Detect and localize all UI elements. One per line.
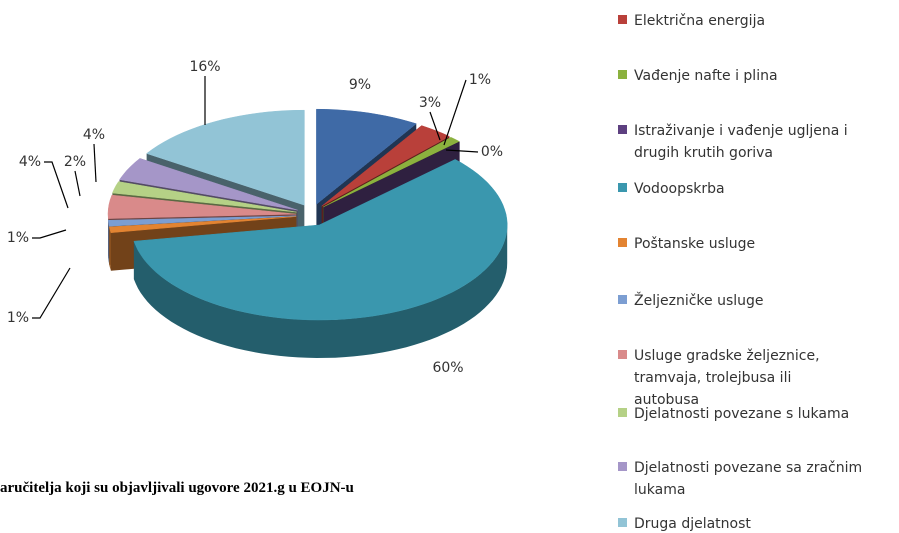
leader-line <box>44 161 69 209</box>
legend-label: Djelatnosti povezane s lukama <box>634 406 849 422</box>
legend-swatch <box>618 408 627 417</box>
data-label: 9% <box>349 77 371 93</box>
slice <box>133 159 508 358</box>
legend-line: Usluge gradske željeznice, <box>634 348 824 364</box>
legend-line: Željezničke usluge <box>634 291 764 309</box>
legend-line: Djelatnosti povezane s lukama <box>634 406 849 422</box>
legend-swatch <box>618 238 627 247</box>
slice-side <box>109 226 111 271</box>
slice-top <box>321 125 450 207</box>
legend-swatch <box>618 295 627 304</box>
slice-side <box>108 220 110 265</box>
slice-top <box>133 159 508 321</box>
slice-top <box>108 215 297 227</box>
legend-label: Željezničke usluge <box>634 291 764 309</box>
leader-line <box>93 143 97 183</box>
legend-label: Poštanske usluge <box>634 236 755 252</box>
legend-line: tramvaja, trolejbusa ili <box>634 370 796 386</box>
slice-top <box>323 137 460 208</box>
legend-line: Vodoopskrba <box>634 181 725 197</box>
legend-line: autobusa <box>634 392 699 408</box>
legend-label: Električna energija <box>634 13 765 29</box>
legend-line: lukama <box>634 482 685 498</box>
legend-line: Druga djelatnost <box>634 516 751 532</box>
data-label: 4% <box>83 127 105 143</box>
slice-top <box>119 158 298 211</box>
legend-line: Istraživanje i vađenje ugljena i <box>634 123 852 139</box>
caption: aručitelja koji su objavljivali ugovore … <box>0 480 354 496</box>
leader-line <box>32 229 67 239</box>
legend-label: Djelatnosti povezane sa zračnim lukama <box>634 460 867 498</box>
slice-top <box>108 216 297 233</box>
legend-swatch <box>618 518 627 527</box>
legend-label: Vodoopskrba <box>634 181 725 197</box>
leader-line <box>443 79 467 146</box>
legend-swatch <box>618 350 627 359</box>
slice-top <box>107 194 297 219</box>
legend-label: Usluge gradske željeznice, tramvaja, tro… <box>634 348 824 408</box>
slice-side <box>133 225 508 358</box>
legend-line: Djelatnosti povezane sa zračnim <box>634 460 867 476</box>
legend-line: Poštanske usluge <box>634 236 755 252</box>
leader-line <box>74 170 81 197</box>
legend-label: Istraživanje i vađenje ugljena i drugih … <box>634 123 852 161</box>
legend-swatch <box>618 15 627 24</box>
legend-line: drugih krutih goriva <box>634 145 773 161</box>
legend-swatch <box>618 125 627 134</box>
data-label: 60% <box>432 360 463 376</box>
data-label: 0% <box>481 144 503 160</box>
legend-line: Vađenje nafte i plina <box>634 68 778 84</box>
data-label: 1% <box>7 310 29 326</box>
legend-swatch <box>618 70 627 79</box>
legend-line: Električna energija <box>634 13 765 29</box>
legend-label: Vađenje nafte i plina <box>634 68 778 84</box>
slice-top <box>316 108 417 205</box>
leader-line <box>429 111 441 141</box>
slice-top <box>146 109 305 206</box>
slice-top <box>112 181 297 213</box>
leader-line <box>445 149 479 153</box>
data-label: 1% <box>469 72 491 88</box>
data-label: 2% <box>64 154 86 170</box>
legend-swatch <box>618 183 627 192</box>
legend-label: Druga djelatnost <box>634 516 751 532</box>
leader-line <box>32 267 71 319</box>
legend-swatch <box>618 462 627 471</box>
data-label: 1% <box>7 230 29 246</box>
data-label: 4% <box>19 154 41 170</box>
data-label: 16% <box>189 59 220 75</box>
data-label: 3% <box>419 95 441 111</box>
